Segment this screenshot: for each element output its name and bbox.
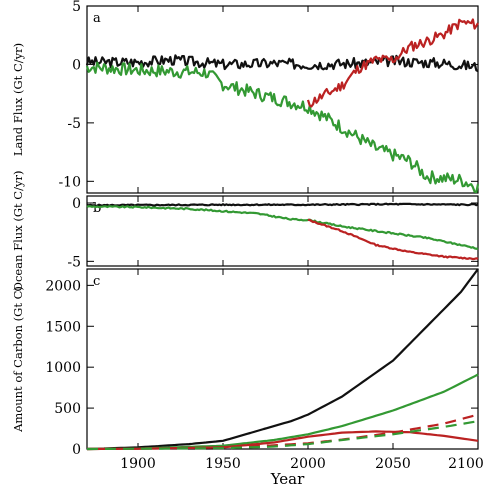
panel-a-ytick-label: 5 — [72, 0, 81, 15]
panel-a-y-axis-label: Land Flux (Gt C/yr) — [11, 43, 25, 156]
panel-a-frame — [86, 5, 479, 194]
xtick-label: 2000 — [290, 456, 326, 472]
xtick-label: 1950 — [205, 456, 241, 472]
panel-c-y-axis-label: Amount of Carbon (Gt C) — [11, 286, 25, 433]
panel-a-ytick-label: -10 — [58, 174, 81, 190]
panel-c-letter: c — [93, 274, 100, 289]
xtick-label: 1900 — [120, 456, 156, 472]
panel-b-series-1 — [86, 205, 479, 250]
panel-b-letter: b — [93, 201, 101, 216]
panel-c-series-2 — [87, 430, 479, 451]
panel-c-series-3 — [87, 413, 479, 451]
panel-b-y-axis-label: Ocean Flux (Gt C/yr) — [11, 171, 25, 292]
panel-a-series-2 — [306, 18, 479, 108]
panel-b-series-0 — [86, 202, 479, 207]
panel-a-ytick-label: 0 — [72, 57, 81, 73]
panel-c-ytick-label: 1500 — [45, 319, 81, 335]
panel-a-letter: a — [93, 11, 101, 26]
panel-b-series-2 — [307, 218, 479, 261]
panel-c-series-4 — [87, 420, 479, 451]
panel-b-frame — [86, 195, 479, 267]
xtick-label: 2100 — [448, 456, 484, 472]
panel-c-frame — [86, 268, 479, 450]
panel-c-series-0 — [86, 268, 479, 451]
panel-b-ytick-label: -5 — [67, 254, 81, 270]
panel-c-ytick-label: 1000 — [45, 360, 81, 376]
panel-a-series-0 — [85, 54, 479, 73]
panel-a-series-1 — [85, 61, 480, 194]
panel-c-ytick-label: 2000 — [45, 278, 81, 294]
xtick-label: 2050 — [375, 456, 411, 472]
panel-a-ytick-label: -5 — [67, 116, 81, 132]
x-axis-label: Year — [270, 470, 305, 488]
panel-c-ytick-label: 500 — [54, 401, 81, 417]
panel-c-ytick-label: 0 — [72, 442, 81, 458]
panel-b-ytick-label: 0 — [72, 196, 81, 212]
panel-c-series-1 — [87, 373, 479, 451]
